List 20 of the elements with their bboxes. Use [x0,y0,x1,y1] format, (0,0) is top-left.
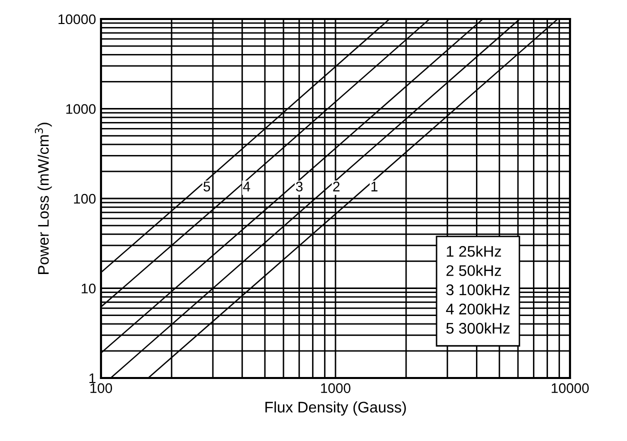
series-label: 5 [204,182,210,192]
x-axis-title: Flux Density (Gauss) [265,401,406,416]
annotation: 2 50kHz [446,264,501,276]
series-label: 4 [243,182,250,192]
x-tick-label: 1000 [321,383,350,394]
y-tick-label: 100 [74,194,96,204]
series-label: 3 [296,182,303,192]
y-tick-label: 1000 [66,104,96,114]
y-tick-label: 1 [89,373,96,384]
y-tick-label: 10 [82,284,96,294]
annotation: 3 100kHz [446,284,510,296]
series-label: 1 [371,182,378,192]
x-tick-label: 10000 [552,383,589,394]
x-tick-label: 100 [90,383,112,394]
annotation: 5 300kHz [446,322,510,334]
y-axis-title: Power Loss (mW/cm$^{3}$) [34,122,52,274]
annotation: 1 25kHz [446,246,501,257]
annotation: 4 200kHz [446,303,510,314]
series-label: 2 [333,182,340,192]
y-tick-label: 10000 [58,14,96,24]
